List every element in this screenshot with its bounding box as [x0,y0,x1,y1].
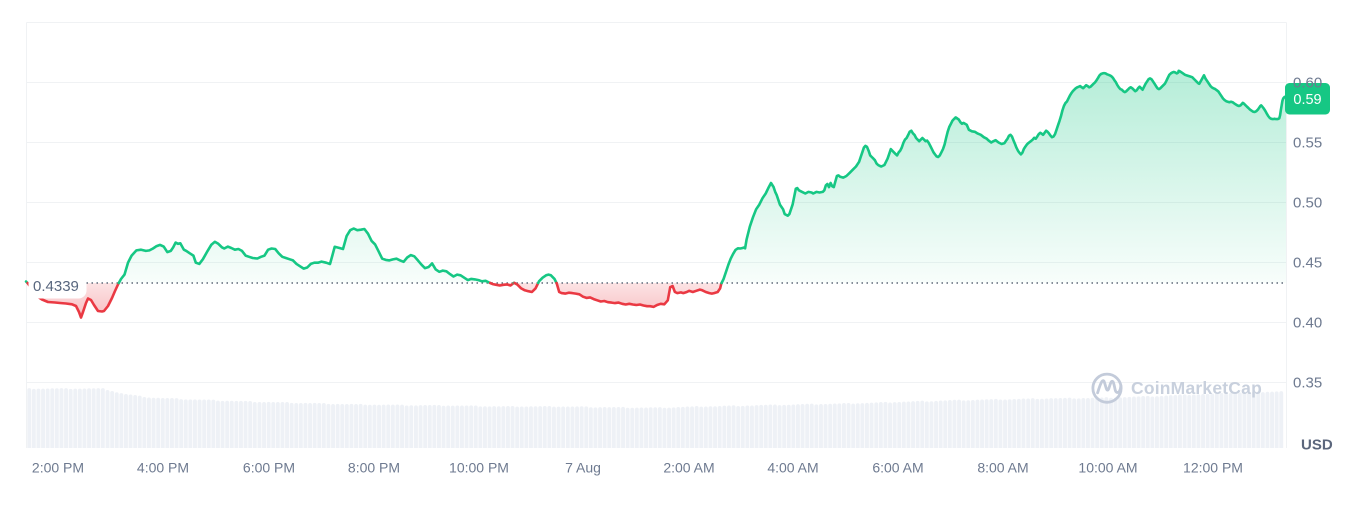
svg-text:0.60: 0.60 [1293,74,1322,91]
svg-text:7 Aug: 7 Aug [565,460,601,476]
svg-text:4:00 AM: 4:00 AM [767,460,818,476]
svg-text:0.45: 0.45 [1293,254,1322,271]
svg-text:CoinMarketCap: CoinMarketCap [1131,378,1262,398]
svg-text:0.40: 0.40 [1293,314,1322,331]
svg-text:0.55: 0.55 [1293,134,1322,151]
svg-text:0.50: 0.50 [1293,194,1322,211]
svg-text:2:00 AM: 2:00 AM [663,460,714,476]
svg-text:12:00 PM: 12:00 PM [1183,460,1243,476]
svg-text:4:00 PM: 4:00 PM [137,460,189,476]
svg-text:10:00 PM: 10:00 PM [449,460,509,476]
svg-text:USD: USD [1301,437,1333,454]
svg-text:8:00 AM: 8:00 AM [977,460,1028,476]
svg-text:6:00 PM: 6:00 PM [243,460,295,476]
svg-text:0.59: 0.59 [1293,92,1321,108]
svg-text:8:00 PM: 8:00 PM [348,460,400,476]
svg-text:10:00 AM: 10:00 AM [1078,460,1137,476]
svg-text:0.35: 0.35 [1293,374,1322,391]
svg-text:2:00 PM: 2:00 PM [32,460,84,476]
svg-text:0.4339: 0.4339 [33,278,79,295]
svg-text:6:00 AM: 6:00 AM [872,460,923,476]
